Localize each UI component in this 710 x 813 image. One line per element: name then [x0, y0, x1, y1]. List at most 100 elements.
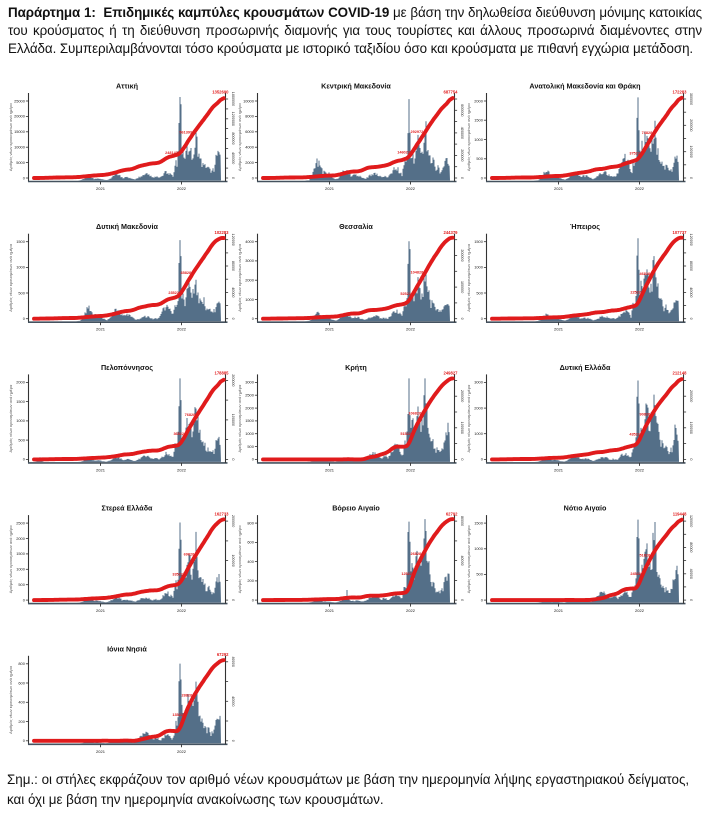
svg-text:687754: 687754 [444, 89, 459, 94]
svg-text:2000: 2000 [16, 380, 25, 385]
svg-text:106828: 106828 [408, 411, 421, 415]
svg-text:Κεντρική Μακεδονία: Κεντρική Μακεδονία [321, 82, 391, 91]
svg-text:1000: 1000 [245, 431, 254, 436]
svg-text:2021: 2021 [96, 467, 106, 472]
svg-text:40000: 40000 [460, 555, 464, 565]
svg-text:0: 0 [460, 458, 464, 460]
svg-text:2000: 2000 [474, 405, 483, 410]
svg-text:100000: 100000 [231, 414, 235, 426]
svg-text:4000: 4000 [245, 239, 254, 244]
svg-text:1000: 1000 [474, 431, 483, 436]
svg-text:Ιόνια Νησιά: Ιόνια Νησιά [107, 644, 147, 653]
svg-text:2022: 2022 [406, 467, 416, 472]
svg-text:2021: 2021 [96, 608, 106, 613]
svg-text:400000: 400000 [460, 127, 464, 139]
svg-text:500: 500 [18, 582, 25, 587]
svg-text:1000: 1000 [474, 546, 483, 551]
svg-text:69828: 69828 [184, 553, 195, 557]
svg-text:Ήπειρος: Ήπειρος [570, 222, 600, 231]
svg-text:Αριθμός νέων κρουσμάτων ανά ημ: Αριθμός νέων κρουσμάτων ανά ημέρα [466, 103, 471, 171]
svg-text:1000: 1000 [474, 137, 483, 142]
svg-text:300000: 300000 [689, 93, 693, 105]
svg-text:Βόρειο Αιγαίο: Βόρειο Αιγαίο [332, 504, 380, 513]
svg-text:22522: 22522 [630, 291, 641, 295]
svg-text:0: 0 [23, 597, 26, 602]
svg-text:120000: 120000 [689, 515, 693, 527]
svg-text:76828: 76828 [185, 413, 196, 417]
svg-text:2021: 2021 [325, 608, 335, 613]
svg-text:2500: 2500 [245, 393, 254, 398]
svg-text:107737: 107737 [673, 230, 688, 235]
svg-text:1600000: 1600000 [231, 92, 235, 106]
svg-text:0: 0 [481, 597, 484, 602]
svg-text:Αριθμός νέων κρουσμάτων ανά ημ: Αριθμός νέων κρουσμάτων ανά ημέρα [8, 243, 13, 311]
svg-text:0: 0 [252, 175, 255, 180]
svg-text:80000: 80000 [231, 261, 235, 271]
svg-text:1500: 1500 [474, 520, 483, 525]
svg-text:2022: 2022 [177, 467, 187, 472]
svg-text:0: 0 [231, 740, 235, 742]
svg-text:37522: 37522 [629, 152, 640, 156]
svg-text:2021: 2021 [325, 467, 335, 472]
svg-text:100000: 100000 [689, 422, 693, 434]
svg-text:102283: 102283 [215, 230, 230, 235]
svg-text:33522: 33522 [172, 573, 183, 577]
svg-text:2000: 2000 [474, 98, 483, 103]
svg-text:Αριθμός νέων κρουσμάτων ανά ημ: Αριθμός νέων κρουσμάτων ανά ημέρα [237, 243, 242, 311]
svg-text:2021: 2021 [96, 749, 106, 754]
svg-text:2022: 2022 [177, 608, 187, 613]
svg-text:0: 0 [460, 318, 464, 320]
svg-text:23522: 23522 [168, 291, 179, 295]
svg-text:2021: 2021 [325, 186, 335, 191]
svg-text:2021: 2021 [554, 467, 564, 472]
svg-text:2500: 2500 [16, 520, 25, 525]
svg-text:1000: 1000 [16, 265, 25, 270]
svg-text:Στερεά Ελλάδα: Στερεά Ελλάδα [102, 504, 154, 513]
svg-text:2021: 2021 [325, 327, 335, 332]
svg-text:2021: 2021 [554, 186, 564, 191]
svg-text:146022: 146022 [397, 151, 410, 155]
svg-text:0: 0 [231, 458, 235, 460]
svg-text:43522: 43522 [629, 432, 640, 436]
svg-text:600000: 600000 [460, 104, 464, 116]
svg-text:0: 0 [231, 177, 235, 179]
svg-text:400000: 400000 [231, 152, 235, 164]
svg-text:800: 800 [247, 520, 254, 525]
svg-text:2022: 2022 [635, 467, 645, 472]
svg-text:Ανατολική Μακεδονία και Θράκη: Ανατολική Μακεδονία και Θράκη [529, 82, 640, 91]
svg-text:200: 200 [18, 719, 25, 724]
svg-text:Νότιο Αιγαίο: Νότιο Αιγαίο [564, 504, 607, 513]
svg-text:561399: 561399 [179, 130, 192, 134]
svg-text:3000: 3000 [245, 380, 254, 385]
svg-text:0: 0 [689, 599, 693, 601]
svg-text:1200000: 1200000 [231, 112, 235, 126]
svg-text:0: 0 [481, 175, 484, 180]
svg-text:2021: 2021 [554, 608, 564, 613]
svg-text:2000: 2000 [245, 160, 254, 165]
svg-text:20000: 20000 [14, 114, 26, 119]
svg-text:0: 0 [481, 457, 484, 462]
svg-text:600: 600 [247, 540, 254, 545]
svg-text:1000: 1000 [245, 297, 254, 302]
svg-text:100000: 100000 [460, 281, 464, 293]
svg-text:10000: 10000 [243, 98, 255, 103]
svg-text:500: 500 [247, 444, 254, 449]
svg-text:1500: 1500 [16, 239, 25, 244]
svg-text:2000: 2000 [245, 278, 254, 283]
svg-text:100000: 100000 [689, 146, 693, 158]
svg-text:Αριθμός νέων κρουσμάτων ανά ημ: Αριθμός νέων κρουσμάτων ανά ημέρα [466, 525, 471, 593]
svg-text:0: 0 [23, 316, 26, 321]
svg-text:0: 0 [23, 457, 26, 462]
svg-text:0: 0 [689, 458, 693, 460]
svg-text:500: 500 [18, 290, 25, 295]
svg-text:2000: 2000 [16, 536, 25, 541]
svg-text:500: 500 [18, 437, 25, 442]
svg-text:2022: 2022 [635, 327, 645, 332]
svg-text:1000: 1000 [474, 265, 483, 270]
svg-text:Αριθμός νέων κρουσμάτων ανά ημ: Αριθμός νέων κρουσμάτων ανά ημέρα [8, 525, 13, 593]
svg-text:200000: 200000 [689, 390, 693, 402]
svg-text:249827: 249827 [444, 371, 459, 376]
svg-text:2022: 2022 [635, 186, 645, 191]
svg-text:0: 0 [231, 318, 235, 320]
svg-text:1500: 1500 [245, 418, 254, 423]
